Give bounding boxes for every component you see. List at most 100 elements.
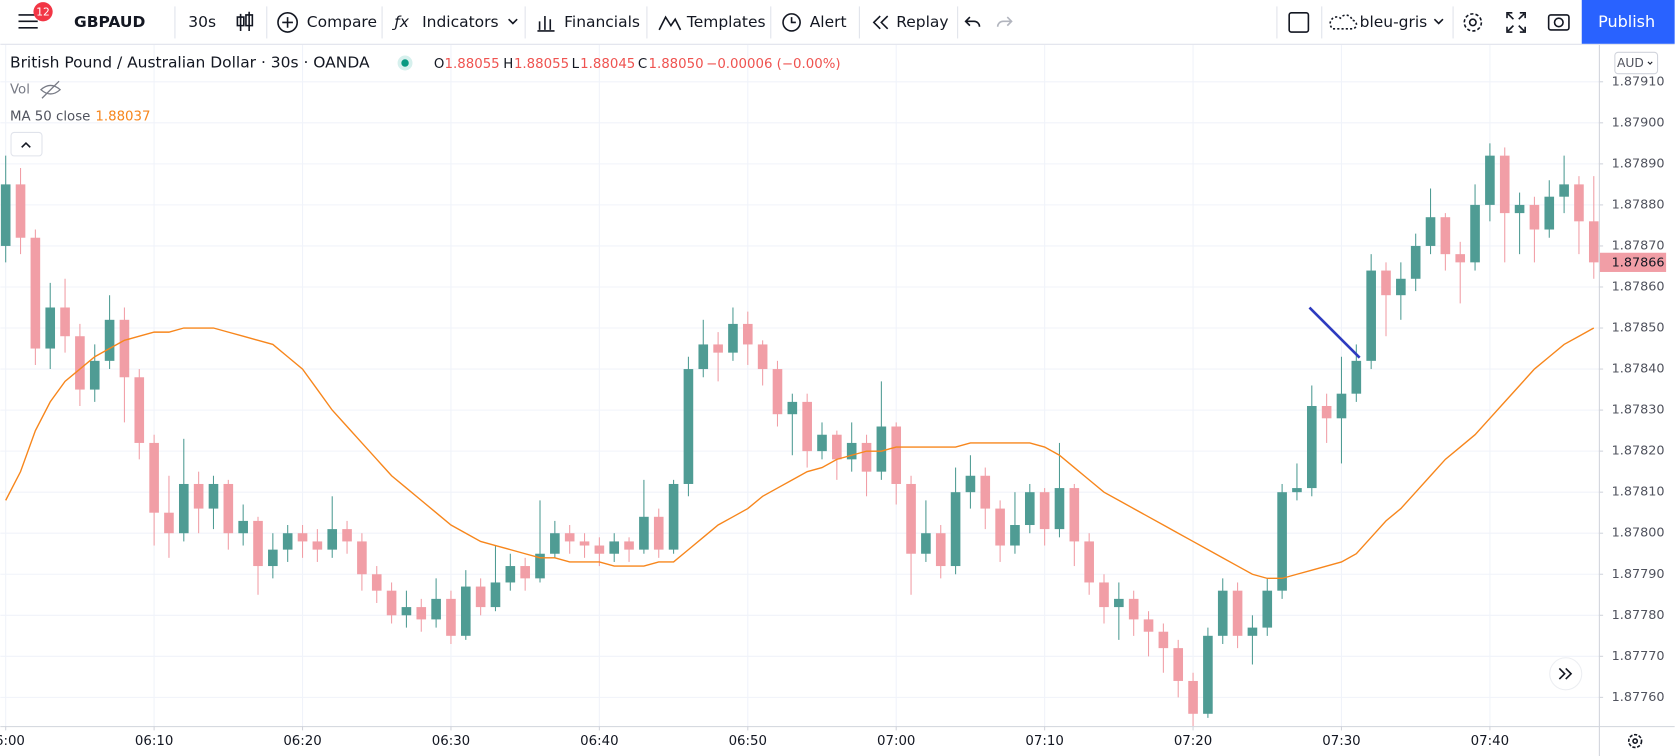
gear-icon — [1468, 18, 1477, 27]
undo-button[interactable] — [964, 16, 981, 27]
x-tick-label: 07:30 — [1322, 734, 1360, 749]
high-label: H — [503, 57, 513, 72]
indicators-button[interactable]: ƒx Indicators — [391, 13, 518, 31]
compare-button[interactable]: Compare — [277, 12, 377, 33]
y-tick-label: 1.87850 — [1612, 321, 1665, 336]
y-tick-label: 1.87760 — [1612, 690, 1665, 705]
alert-label: Alert — [810, 13, 847, 31]
candle-body — [1574, 184, 1584, 222]
chart-title: British Pound / Australian Dollar · 30s … — [10, 54, 370, 72]
candle-body — [876, 426, 887, 472]
redo-button[interactable] — [996, 16, 1013, 27]
candle-body — [253, 520, 263, 567]
dropdown-icon — [1433, 18, 1444, 25]
candle-body — [757, 344, 768, 370]
snapshot-button[interactable] — [1547, 14, 1570, 31]
candle-body — [995, 508, 1005, 546]
candle-body — [1559, 184, 1569, 197]
alert-button[interactable]: Alert — [782, 13, 847, 32]
templates-icon — [658, 15, 682, 31]
candle-body — [1410, 245, 1421, 279]
candle-body — [802, 401, 812, 452]
interval[interactable]: 30s — [188, 13, 216, 31]
candle-body — [891, 426, 902, 484]
candle-body — [683, 369, 694, 484]
candle-body — [713, 344, 723, 353]
toolbar-bg — [0, 0, 1675, 45]
candle-body — [75, 336, 85, 390]
hidden-icon[interactable] — [39, 80, 62, 99]
candle-body — [1069, 488, 1080, 542]
financials-button[interactable]: Financials — [537, 13, 640, 32]
candle-body — [357, 541, 367, 575]
candle-body — [653, 516, 664, 550]
y-tick-label: 1.87780 — [1612, 608, 1665, 623]
high-value: 1.88055 — [514, 57, 569, 72]
indicators-label: Indicators — [422, 13, 498, 31]
candle-body — [1396, 278, 1406, 296]
gear-icon — [1632, 738, 1639, 744]
volume-label: Vol — [10, 83, 30, 98]
y-tick-label: 1.87870 — [1612, 238, 1665, 253]
templates-button[interactable]: Templates — [658, 13, 766, 31]
y-tick-label: 1.87800 — [1612, 526, 1665, 541]
candle-body — [1321, 405, 1332, 419]
candle-body — [1351, 360, 1362, 394]
candle-body — [223, 483, 234, 534]
y-tick-label: 1.87900 — [1612, 115, 1665, 130]
replay-button[interactable]: Replay — [872, 13, 949, 31]
alert-icon — [782, 13, 801, 32]
menu-button[interactable]: 12 — [18, 2, 53, 29]
candle-body — [371, 574, 382, 591]
layout-save-button[interactable]: bleu-gris — [1329, 13, 1444, 31]
low-value: 1.88045 — [580, 57, 635, 72]
symbol[interactable]: GBPAUD — [74, 13, 145, 31]
x-tick-label: 06:10 — [135, 734, 173, 749]
candle-body — [164, 512, 174, 534]
candle-body — [134, 377, 145, 443]
candle-body — [1099, 582, 1109, 608]
badge-count: 12 — [36, 5, 50, 18]
candle-body — [268, 549, 278, 567]
publish-bg — [1581, 0, 1675, 44]
fullscreen-button[interactable] — [1506, 12, 1526, 33]
candle-body — [817, 434, 827, 452]
x-tick-label: 07:10 — [1025, 734, 1063, 749]
layout-button[interactable] — [1288, 12, 1310, 33]
candle-body — [45, 307, 56, 349]
candle-body — [935, 533, 946, 567]
plot — [0, 143, 1599, 727]
candle-body — [787, 401, 798, 415]
x-tick-label: 06:40 — [580, 734, 618, 749]
candle-body — [30, 237, 41, 349]
publish-button[interactable]: Publish — [1581, 0, 1675, 44]
candle-body — [1306, 405, 1317, 489]
replay-label: Replay — [896, 13, 948, 31]
candle-body — [386, 590, 397, 616]
settings-button[interactable] — [1463, 13, 1483, 32]
y-tick-label: 1.87890 — [1612, 156, 1665, 171]
candle-body — [698, 344, 709, 370]
candle-body — [1336, 393, 1347, 419]
candle-body — [846, 442, 857, 460]
y-tick-label: 1.87820 — [1612, 444, 1665, 459]
candle-body — [1010, 525, 1020, 546]
x-tick-label: 07:00 — [877, 734, 915, 749]
ma-label: MA 50 close — [10, 109, 90, 124]
financials-icon — [537, 16, 555, 32]
candle-body — [0, 184, 11, 246]
axis-settings-button[interactable] — [1627, 733, 1643, 749]
candle-body — [579, 541, 590, 546]
last-price-label: 1.87866 — [1612, 255, 1665, 270]
currency-button[interactable] — [1614, 51, 1659, 75]
chart-type-button[interactable] — [236, 11, 254, 31]
dropdown-icon — [508, 18, 518, 25]
candle-body — [520, 566, 530, 579]
toolbar: 12 GBPAUD 30s Compare ƒx Indicators Fina… — [0, 0, 1675, 45]
candle-body — [1588, 221, 1599, 263]
candle-body — [1262, 590, 1273, 628]
open-value: 1.88055 — [445, 57, 500, 72]
layout-name: bleu-gris — [1360, 13, 1428, 31]
y-tick-label: 1.87810 — [1612, 485, 1665, 500]
x-tick-label: 06:00 — [0, 734, 25, 749]
